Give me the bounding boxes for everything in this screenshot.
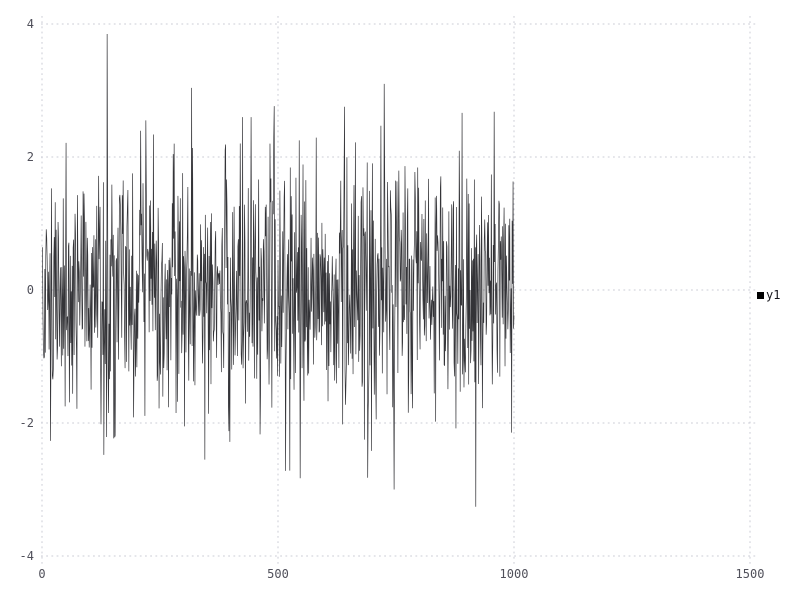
x-axis-tick-label: 1000 (500, 567, 529, 581)
x-axis-tick-label: 500 (267, 567, 289, 581)
legend-series-label: y1 (766, 288, 781, 302)
x-axis-tick-label: 0 (38, 567, 45, 581)
legend-filled-square-icon (757, 291, 764, 299)
noise-series-line (42, 33, 515, 507)
y-axis-tick-label: -2 (20, 416, 34, 430)
y-axis-tick-label: -4 (20, 549, 34, 563)
y-axis-tick-label: 0 (27, 283, 34, 297)
y-axis-tick-label: 4 (27, 17, 34, 31)
y-axis-tick-label: 2 (27, 150, 34, 164)
x-axis-tick-label: 1500 (736, 567, 765, 581)
legend: y1 (757, 289, 780, 301)
